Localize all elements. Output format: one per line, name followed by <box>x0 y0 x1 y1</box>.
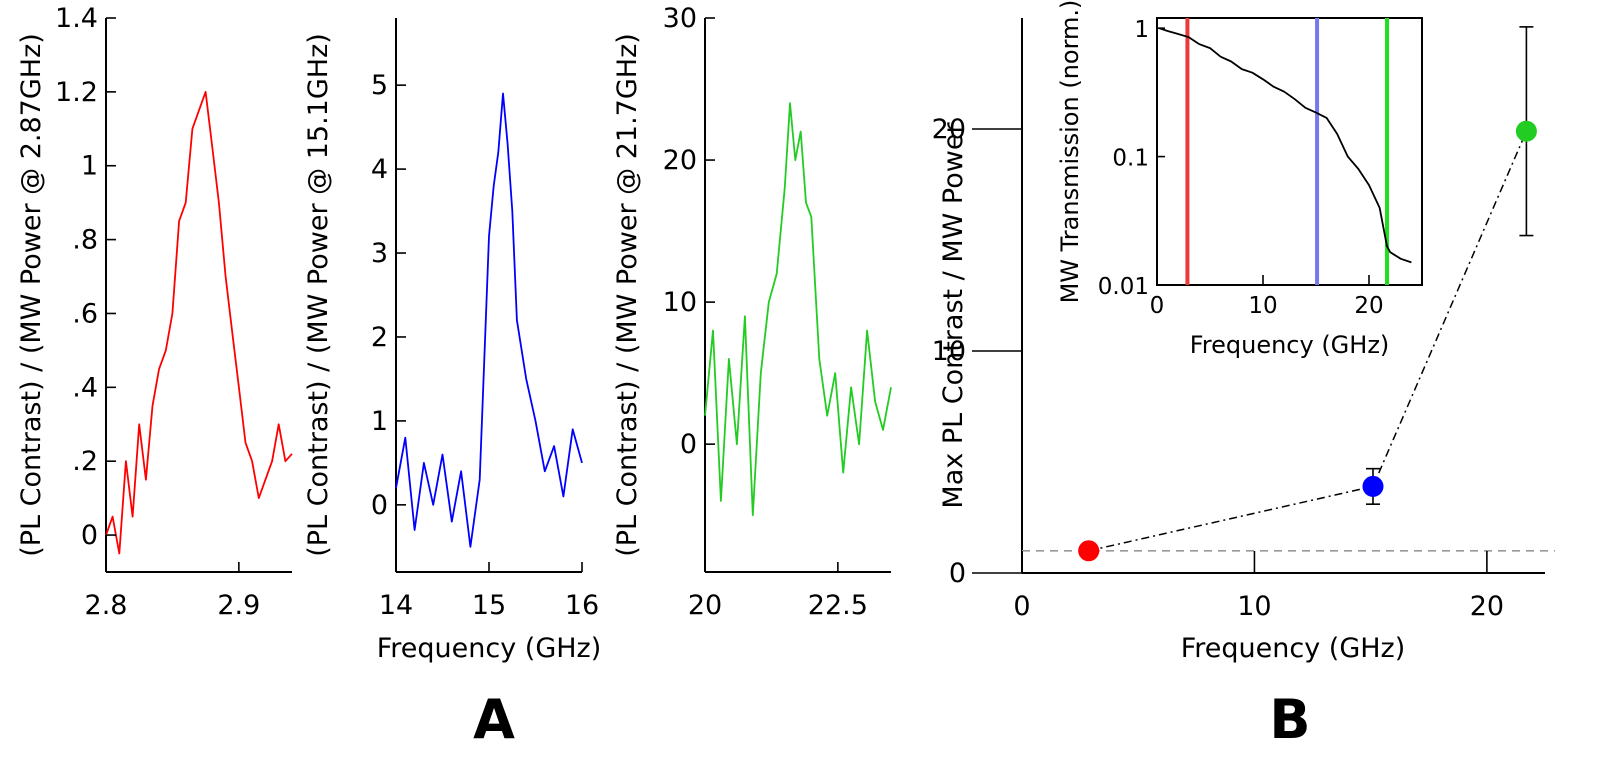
A1-y-tick-label: .4 <box>72 372 98 403</box>
B-inset-x-tick-label: 10 <box>1248 293 1277 319</box>
B-inset-y-axis-label: MW Transmission (norm.) <box>1056 0 1084 303</box>
b-data-point <box>1078 540 1100 562</box>
B-inset-x-tick-label: 0 <box>1150 293 1165 319</box>
A2-y-axis-label: (PL Contrast) / (MW Power @ 15.1GHz) <box>303 33 334 557</box>
b-y-tick-label: 20 <box>932 114 966 145</box>
b-x-tick-label: 20 <box>1470 591 1504 622</box>
B-inset-frame <box>1156 17 1423 286</box>
A1-x-tick-label: 2.8 <box>85 590 128 621</box>
A1-y-tick-label: 1 <box>81 151 98 182</box>
A2-y-tick-label: 1 <box>371 406 388 437</box>
A1-y-tick-label: .8 <box>72 225 98 256</box>
b-y-tick-label: 0 <box>949 558 966 589</box>
A3-series-line <box>704 102 892 517</box>
plot-a3-green: 0 10 20 30 20 22.5 (PL Contrast) / (MW Power @… <box>612 3 892 621</box>
A2-y-tick-label: 3 <box>371 238 388 269</box>
B-inset-x-tick-label: 20 <box>1354 293 1383 319</box>
b-x-tick-label: 0 <box>1013 591 1030 622</box>
A3-y-tick-label: 0 <box>680 429 697 460</box>
b-x-axis-label: Frequency (GHz) <box>1181 633 1406 664</box>
A3-x-tick-label: 20 <box>688 590 722 621</box>
A3-y-tick-label: 30 <box>663 3 697 34</box>
A2-y-tick-label: 4 <box>371 154 388 185</box>
A2-x-tick-label: 15 <box>472 590 506 621</box>
b-data-point <box>1515 120 1537 142</box>
plot-a2-blue: 0 1 2 3 4 5 14 15 16 (PL Contrast) / (MW Power @ … <box>303 18 601 664</box>
A2-y-tick-label: 2 <box>371 322 388 353</box>
b-y-axis-label: Max PL Contrast / MW Power <box>938 122 969 509</box>
B-inset-y-tick-label: 1 <box>1134 17 1149 43</box>
b-data-point <box>1362 475 1384 497</box>
A2-y-tick-label: 5 <box>371 70 388 101</box>
A2-x-axis-label: Frequency (GHz) <box>377 633 602 664</box>
A1-y-tick-label: .2 <box>72 446 98 477</box>
A3-x-tick-label: 22.5 <box>808 590 868 621</box>
A1-y-tick-label: 0 <box>81 520 98 551</box>
B-inset-y-tick-label: 0.1 <box>1112 146 1149 172</box>
A3-y-axis-label: (PL Contrast) / (MW Power @ 21.7GHz) <box>612 33 643 557</box>
b-y-tick-label: 10 <box>932 336 966 367</box>
A2-x-tick-label: 14 <box>379 590 413 621</box>
A1-y-tick-label: 1.2 <box>55 77 98 108</box>
A1-y-tick-label: 1.4 <box>55 3 98 34</box>
A2-y-tick-label: 0 <box>371 490 388 521</box>
A1-y-axis-label: (PL Contrast) / (MW Power @ 2.87GHz) <box>16 33 47 557</box>
B-inset-series-line <box>1158 27 1412 264</box>
b-x-tick-label: 10 <box>1237 591 1271 622</box>
B-inset-y-tick-label: 0.01 <box>1098 274 1149 300</box>
A1-y-tick-label: .6 <box>72 298 98 329</box>
B-inset-x-axis-label: Frequency (GHz) <box>1190 331 1390 359</box>
A2-series-line <box>395 92 583 548</box>
panel-label-b: B <box>1269 688 1310 751</box>
A2-x-tick-label: 16 <box>565 590 599 621</box>
A1-series-line <box>105 91 293 555</box>
A3-y-tick-label: 10 <box>663 287 697 318</box>
A1-x-tick-label: 2.9 <box>217 590 260 621</box>
A3-y-tick-label: 20 <box>663 145 697 176</box>
plot-a1-red: 0 .2 .4 .6 .8 1 1.2 1.4 2.8 2.9 (PL Contrast) / (M… <box>16 3 293 621</box>
panel-label-a: A <box>473 688 515 751</box>
